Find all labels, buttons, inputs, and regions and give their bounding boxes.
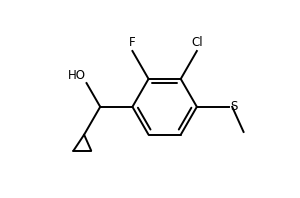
- Text: Cl: Cl: [191, 36, 203, 50]
- Text: F: F: [129, 36, 136, 50]
- Text: S: S: [230, 100, 237, 113]
- Text: HO: HO: [68, 69, 85, 82]
